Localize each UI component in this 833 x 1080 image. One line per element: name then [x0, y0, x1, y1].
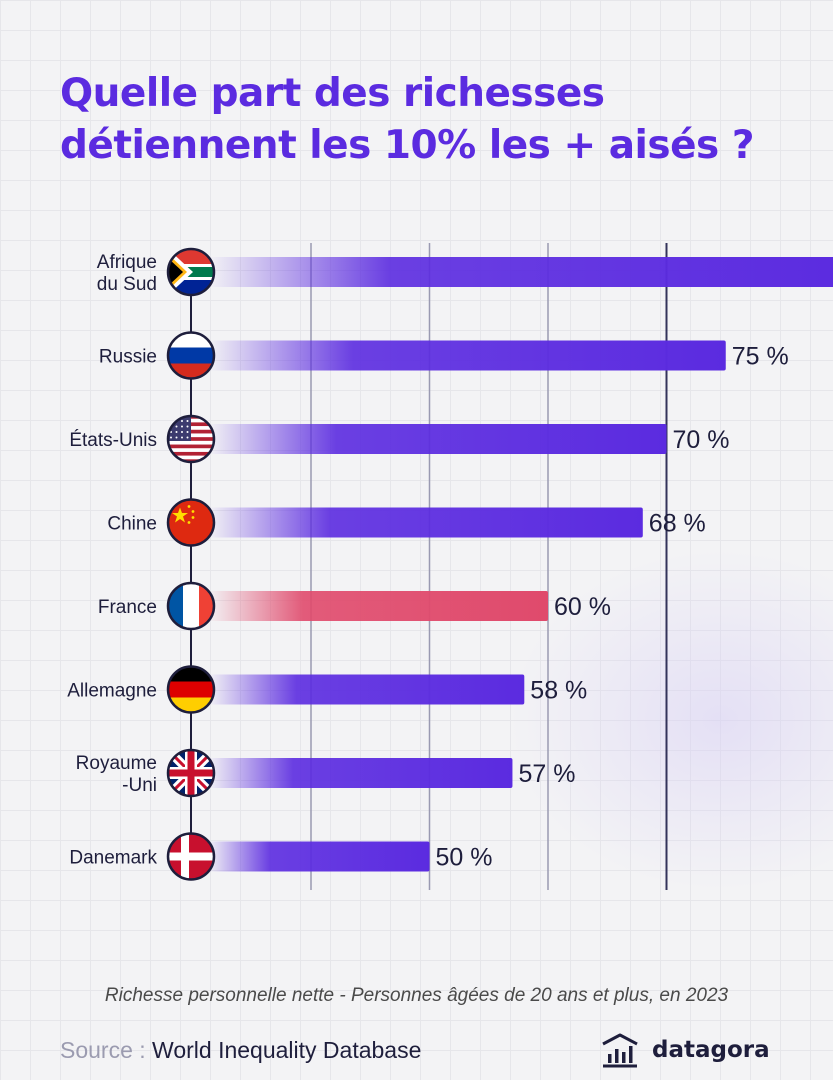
bar: [208, 841, 430, 872]
category-label: Russie: [99, 347, 157, 368]
category-label: Danemark: [69, 848, 157, 869]
bar: [208, 507, 643, 538]
south-africa-flag-icon: [166, 247, 216, 297]
bar: [208, 591, 548, 621]
background-glow: [510, 550, 833, 890]
bar: [208, 424, 667, 454]
germany-flag-icon: [166, 665, 216, 714]
denmark-flag-icon: [166, 832, 216, 881]
chart-subtitle: Richesse personnelle nette - Personnes â…: [104, 985, 729, 1006]
usa-flag-icon: [166, 414, 216, 464]
china-flag-icon: [166, 498, 216, 547]
category-label: Royaume -Uni: [76, 753, 157, 796]
category-label: États-Unis: [69, 430, 157, 451]
bar: [208, 758, 513, 788]
brand-name: datagora: [652, 1037, 770, 1063]
chart-title: Quelle part des richesses détiennent les…: [60, 68, 754, 172]
title-line-1: Quelle part des richesses: [60, 71, 605, 116]
value-label: 75 %: [732, 343, 789, 371]
russia-flag-icon: [166, 331, 216, 380]
category-label: Allemagne: [67, 681, 157, 702]
value-label: 68 %: [649, 510, 706, 538]
france-flag-icon: [166, 581, 216, 631]
bar: [208, 340, 726, 371]
category-label: France: [98, 597, 157, 618]
bar: [208, 674, 525, 705]
value-label: 58 %: [530, 677, 587, 705]
value-label: 60 %: [554, 593, 611, 621]
category-label: Afrique du Sud: [97, 252, 157, 295]
value-label: 57 %: [518, 760, 575, 788]
uk-flag-icon: [166, 748, 216, 798]
source-note: Source : World Inequality Database: [60, 1037, 421, 1064]
source-label: Source :: [60, 1037, 146, 1063]
bar: [208, 257, 833, 287]
category-label: Chine: [107, 514, 157, 535]
title-line-2: détiennent les 10% les + aisés ?: [60, 123, 754, 168]
building-chart-icon: [602, 1033, 638, 1068]
value-label: 50 %: [436, 844, 493, 872]
source-text: World Inequality Database: [152, 1037, 422, 1063]
value-label: 70 %: [673, 426, 730, 454]
brand-logo: datagora: [600, 1030, 770, 1070]
